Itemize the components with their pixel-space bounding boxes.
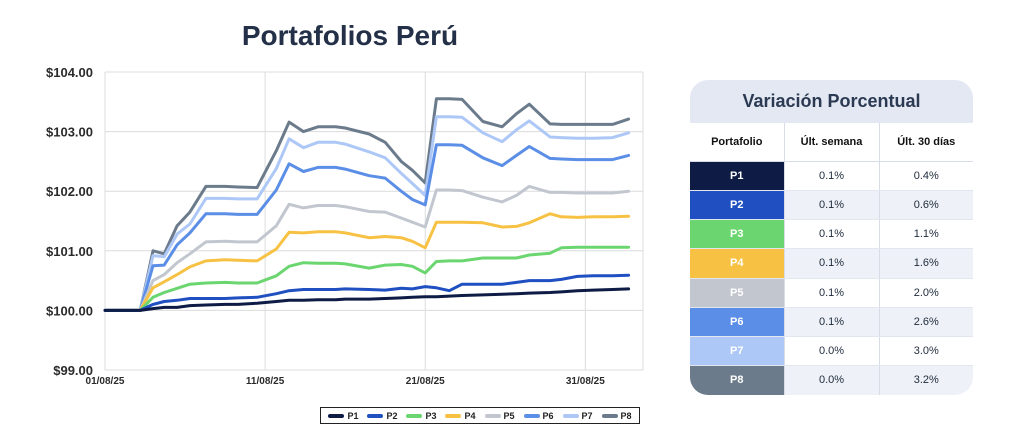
- legend-label: P3: [425, 410, 437, 421]
- week-change-cell: 0.1%: [784, 190, 880, 221]
- legend-swatch: [601, 413, 618, 418]
- legend-swatch: [484, 413, 501, 418]
- legend-item: P8: [601, 410, 632, 421]
- portfolio-cell: P5: [690, 278, 785, 308]
- legend-item: P1: [328, 411, 358, 421]
- x-tick-label: 31/08/25: [566, 376, 605, 387]
- line-chart: $104.00 $103.00 $102.00 $101.00 $100.00 $99.0…: [46, 65, 644, 387]
- series-line-p8: [103, 97, 631, 312]
- y-tick-label: $99.00: [53, 363, 93, 378]
- legend-item: P5: [484, 410, 515, 421]
- legend-label: P2: [386, 410, 398, 421]
- legend-swatch: [523, 413, 540, 418]
- y-tick-label: $103.00: [46, 125, 93, 140]
- x-tick-label: 01/08/25: [86, 376, 125, 387]
- portfolio-cell: P2: [690, 190, 785, 221]
- legend-label: P4: [464, 410, 476, 421]
- header-last-week: Últ. semana: [784, 123, 880, 162]
- legend-swatch: [406, 413, 423, 418]
- portfolio-cell: P7: [690, 336, 785, 367]
- table-row: P5 0.1% 2.0%: [690, 278, 973, 308]
- portfolio-cell: P1: [690, 161, 785, 191]
- chart-title: Portafolios Perú: [241, 20, 459, 51]
- y-tick-label: $101.00: [46, 244, 93, 259]
- series-line-p6: [103, 143, 631, 312]
- week-change-cell: 0.0%: [784, 336, 880, 367]
- month-change-cell: 3.0%: [879, 336, 973, 367]
- table-header-row: Portafolio Últ. semana Últ. 30 días: [690, 123, 973, 162]
- legend-item: P7: [562, 410, 593, 421]
- month-change-cell: 2.0%: [879, 278, 973, 308]
- legend-label: P6: [542, 410, 554, 421]
- portfolio-cell: P4: [690, 248, 785, 279]
- series-line-p7: [103, 115, 631, 312]
- month-change-cell: 1.6%: [879, 248, 973, 279]
- legend-label: P8: [620, 410, 632, 421]
- header-last-30-days: Últ. 30 días: [879, 123, 973, 162]
- y-tick-label: $100.00: [46, 303, 93, 318]
- legend-swatch: [367, 413, 384, 418]
- week-change-cell: 0.1%: [784, 161, 880, 191]
- week-change-cell: 0.1%: [784, 219, 880, 250]
- series-line-p5: [103, 184, 631, 312]
- table-row: P4 0.1% 1.6%: [690, 248, 973, 279]
- week-change-cell: 0.0%: [784, 365, 880, 395]
- legend-swatch: [562, 413, 579, 418]
- x-tick-label: 21/08/25: [406, 376, 445, 387]
- legend-item: P3: [406, 411, 436, 421]
- legend-label: P5: [503, 410, 515, 421]
- month-change-cell: 3.2%: [879, 365, 973, 395]
- series-line-p1: [103, 287, 631, 312]
- legend-label: P1: [347, 410, 359, 421]
- week-change-cell: 0.1%: [784, 248, 880, 279]
- header-portfolio: Portafolio: [690, 123, 785, 162]
- chart-legend: P1 P2 P3 P4 P5 P6 P7 P8: [320, 407, 640, 424]
- series-line-p2: [103, 273, 631, 312]
- portfolio-cell: P6: [690, 307, 785, 338]
- week-change-cell: 0.1%: [784, 278, 880, 308]
- month-change-cell: 1.1%: [879, 219, 973, 250]
- legend-swatch: [445, 413, 462, 418]
- week-change-cell: 0.1%: [784, 307, 880, 338]
- legend-item: P6: [523, 410, 554, 421]
- x-tick-label: 11/08/25: [246, 376, 285, 387]
- legend-item: P4: [445, 410, 476, 421]
- y-tick-label: $102.00: [46, 184, 93, 199]
- legend-item: P2: [367, 411, 397, 421]
- series-line-p4: [103, 212, 631, 312]
- table-title: Variación Porcentual: [690, 80, 973, 123]
- legend-label: P7: [581, 410, 593, 421]
- table-row: P2 0.1% 0.6%: [690, 190, 973, 221]
- month-change-cell: 0.4%: [879, 161, 973, 191]
- month-change-cell: 0.6%: [879, 190, 973, 221]
- legend-swatch: [328, 413, 345, 418]
- table-row: P7 0.0% 3.0%: [690, 336, 973, 367]
- table-row: P6 0.1% 2.6%: [690, 307, 973, 338]
- series-line-p3: [103, 245, 631, 312]
- variation-table: Portafolio Últ. semana Últ. 30 días P1 0.…: [690, 123, 973, 395]
- y-tick-label: $104.00: [46, 65, 93, 80]
- month-change-cell: 2.6%: [879, 307, 973, 338]
- table-row: P1 0.1% 0.4%: [690, 161, 973, 191]
- table-row: P3 0.1% 1.1%: [690, 219, 973, 250]
- portfolio-cell: P3: [690, 219, 785, 250]
- variation-table-card: Variación Porcentual Portafolio Últ. sem…: [690, 80, 973, 395]
- portfolio-cell: P8: [690, 365, 785, 395]
- table-row: P8 0.0% 3.2%: [690, 365, 973, 395]
